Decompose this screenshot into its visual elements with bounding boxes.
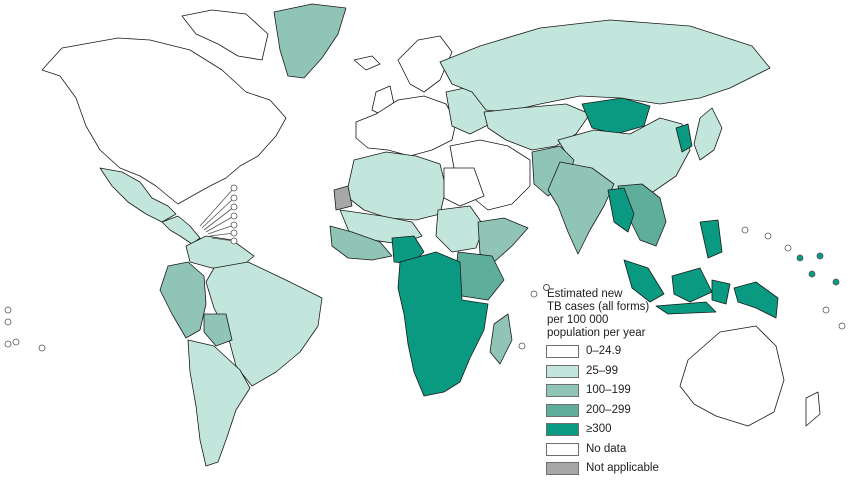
legend: Estimated new TB cases (all forms) per 1… [541,284,691,480]
legend-label: 0–24.9 [586,345,622,357]
legend-item-100-199: 100–199 [541,382,691,402]
region-iceland [353,55,381,71]
region-russia [439,19,771,113]
legend-swatch [546,384,579,397]
legend-swatch [546,403,579,417]
legend-marker-icon [543,284,550,291]
region-central-southern-africa [397,251,489,397]
legend-label: Not applicable [586,462,659,474]
region-western-sahara [333,185,353,211]
region-mongolia [581,97,651,135]
region-sudan [435,205,485,253]
region-bolivia [203,313,233,347]
legend-swatch [546,462,579,475]
legend-title-line: population per year [547,327,646,339]
legend-item-not-applicable: Not applicable [541,460,691,480]
region-north-africa [345,151,447,221]
region-papua [733,281,779,319]
legend-label: 200–299 [586,403,631,416]
region-india [547,161,615,255]
region-greenland [273,3,347,79]
legend-item-300-plus: ≥300 [541,421,691,441]
region-canadian-arctic-islands [181,9,269,61]
legend-title-line: TB cases (all forms) [547,301,650,313]
region-myanmar-cambodia [607,187,635,233]
region-japan [693,107,723,161]
island-markers [4,226,846,352]
legend-label: ≥300 [586,423,612,435]
legend-item-no-data: No data [541,441,691,461]
region-mexico [99,167,177,223]
region-europe [355,95,457,157]
legend-label: 100–199 [586,384,631,396]
region-madagascar [489,313,513,365]
legend-title-line: per 100 000 [547,314,609,326]
region-brazil [205,261,323,387]
region-north-america [41,37,287,205]
region-indonesia-philippines [623,219,731,315]
legend-item-0-24: 0–24.9 [541,343,691,363]
caribbean-callout-lines [199,184,238,245]
legend-label: No data [586,442,627,455]
region-west-africa-coast [329,225,393,261]
region-southern-cone [187,339,251,467]
legend-swatch [546,364,579,378]
legend-label: 25–99 [586,364,618,377]
region-korea [675,123,693,153]
legend-swatch [546,423,579,436]
legend-item-200-299: 200–299 [541,402,691,422]
region-central-america [161,215,201,245]
region-egypt [443,167,485,207]
region-horn-of-africa [477,217,529,263]
legend-item-25-99: 25–99 [541,363,691,383]
region-australia [679,325,785,427]
legend-swatch [546,345,579,358]
legend-title-line: Estimated new [547,288,623,300]
region-andes [159,261,207,339]
legend-title: Estimated new TB cases (all forms) per 1… [547,288,691,340]
legend-swatch [546,442,579,456]
region-new-zealand [805,391,821,427]
